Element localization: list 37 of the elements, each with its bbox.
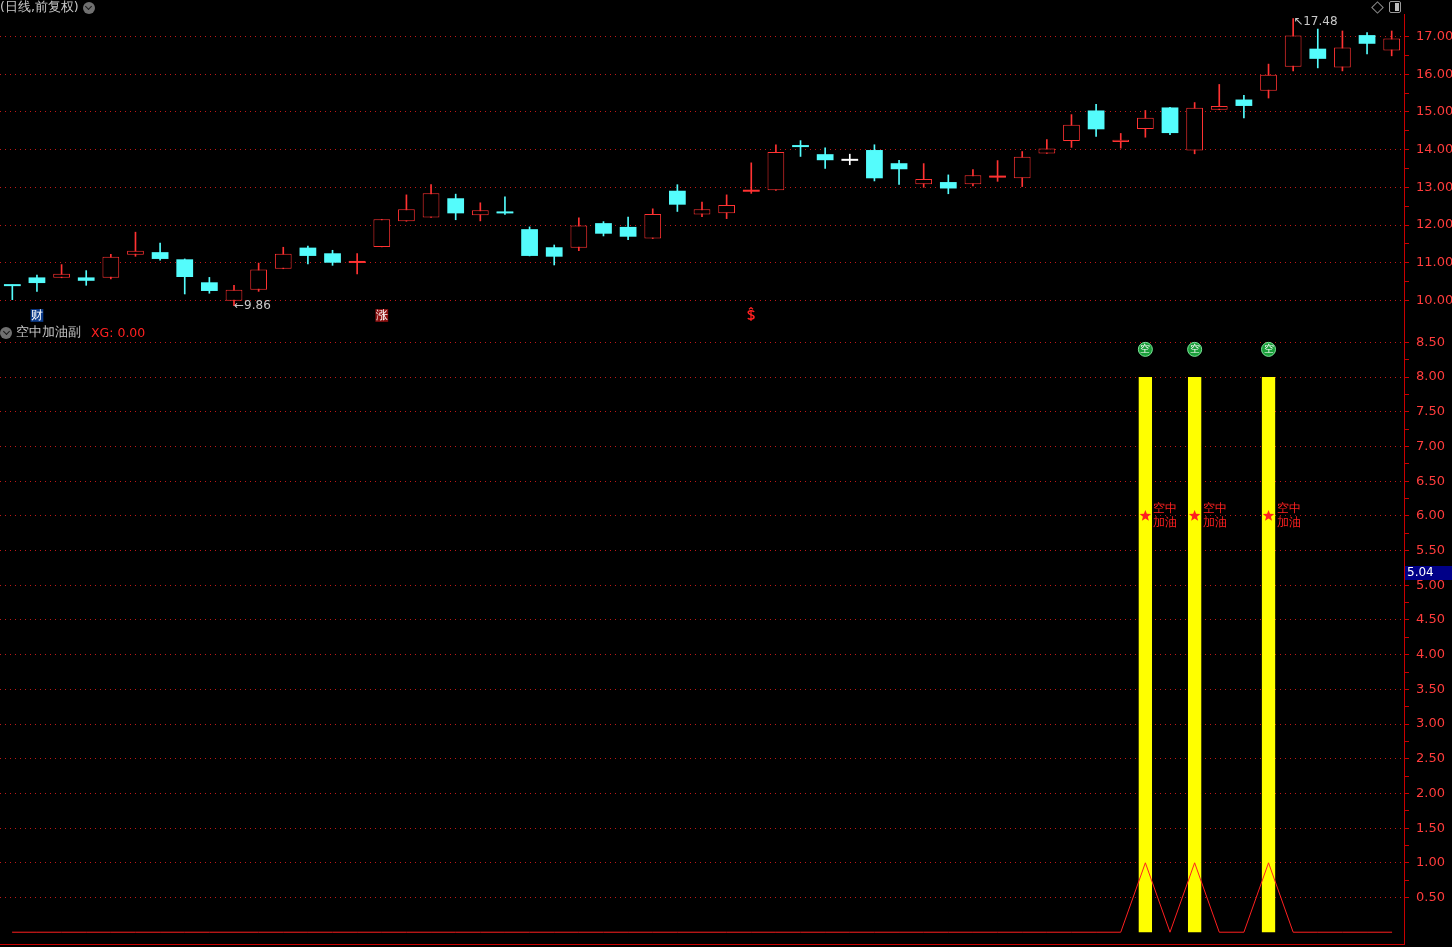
y-tick-label: 17.00 <box>1416 27 1452 43</box>
annotation: ↖17.48 <box>1293 13 1338 28</box>
y-tick-label: 14.00 <box>1416 141 1452 157</box>
data-label: 空 <box>1263 343 1274 355</box>
data-label: 财 <box>30 308 43 323</box>
y-tick-label: 1.00 <box>1416 854 1445 870</box>
data-label: 空 <box>1189 343 1200 355</box>
y-tick-label: 5.50 <box>1416 541 1445 557</box>
data-label: 空中加油 <box>1276 501 1301 530</box>
data-label: 空 <box>1140 343 1151 355</box>
data-label: 涨 <box>375 308 388 323</box>
data-label: 空中加油 <box>1153 501 1178 530</box>
chart-title: (日线,前复权) <box>0 0 79 16</box>
y-tick-label: 2.50 <box>1416 750 1445 766</box>
y-tick-label: 7.00 <box>1416 437 1445 453</box>
y-tick-label: 6.00 <box>1416 507 1445 523</box>
y-tick-label: 16.00 <box>1416 65 1452 81</box>
y-tick-label: 4.00 <box>1416 646 1445 662</box>
y-tick-label: 11.00 <box>1416 254 1452 270</box>
y-tick-label: 1.50 <box>1416 819 1445 835</box>
text: XG: 0.00 <box>91 325 146 340</box>
chart-title: 空中加油副 <box>16 324 81 341</box>
y-tick-label: 2.00 <box>1416 784 1445 800</box>
annotation: ←9.86 <box>234 297 271 312</box>
data-label: 空中加油 <box>1202 501 1227 530</box>
y-tick-label: 0.50 <box>1416 888 1445 904</box>
y-tick-label: 8.50 <box>1416 333 1445 349</box>
y-tick-label: 15.00 <box>1416 103 1452 119</box>
y-tick-label: 13.00 <box>1416 178 1452 194</box>
y-tick-label: 3.00 <box>1416 715 1445 731</box>
y-tick-label: 6.50 <box>1416 472 1445 488</box>
y-tick-label: 7.50 <box>1416 403 1445 419</box>
y-tick-label: 4.50 <box>1416 611 1445 627</box>
y-tick-label: 10.00 <box>1416 291 1452 307</box>
y-tick-label: 12.00 <box>1416 216 1452 232</box>
y-tick-label: 8.00 <box>1416 368 1445 384</box>
y-tick-label: 3.50 <box>1416 680 1445 696</box>
